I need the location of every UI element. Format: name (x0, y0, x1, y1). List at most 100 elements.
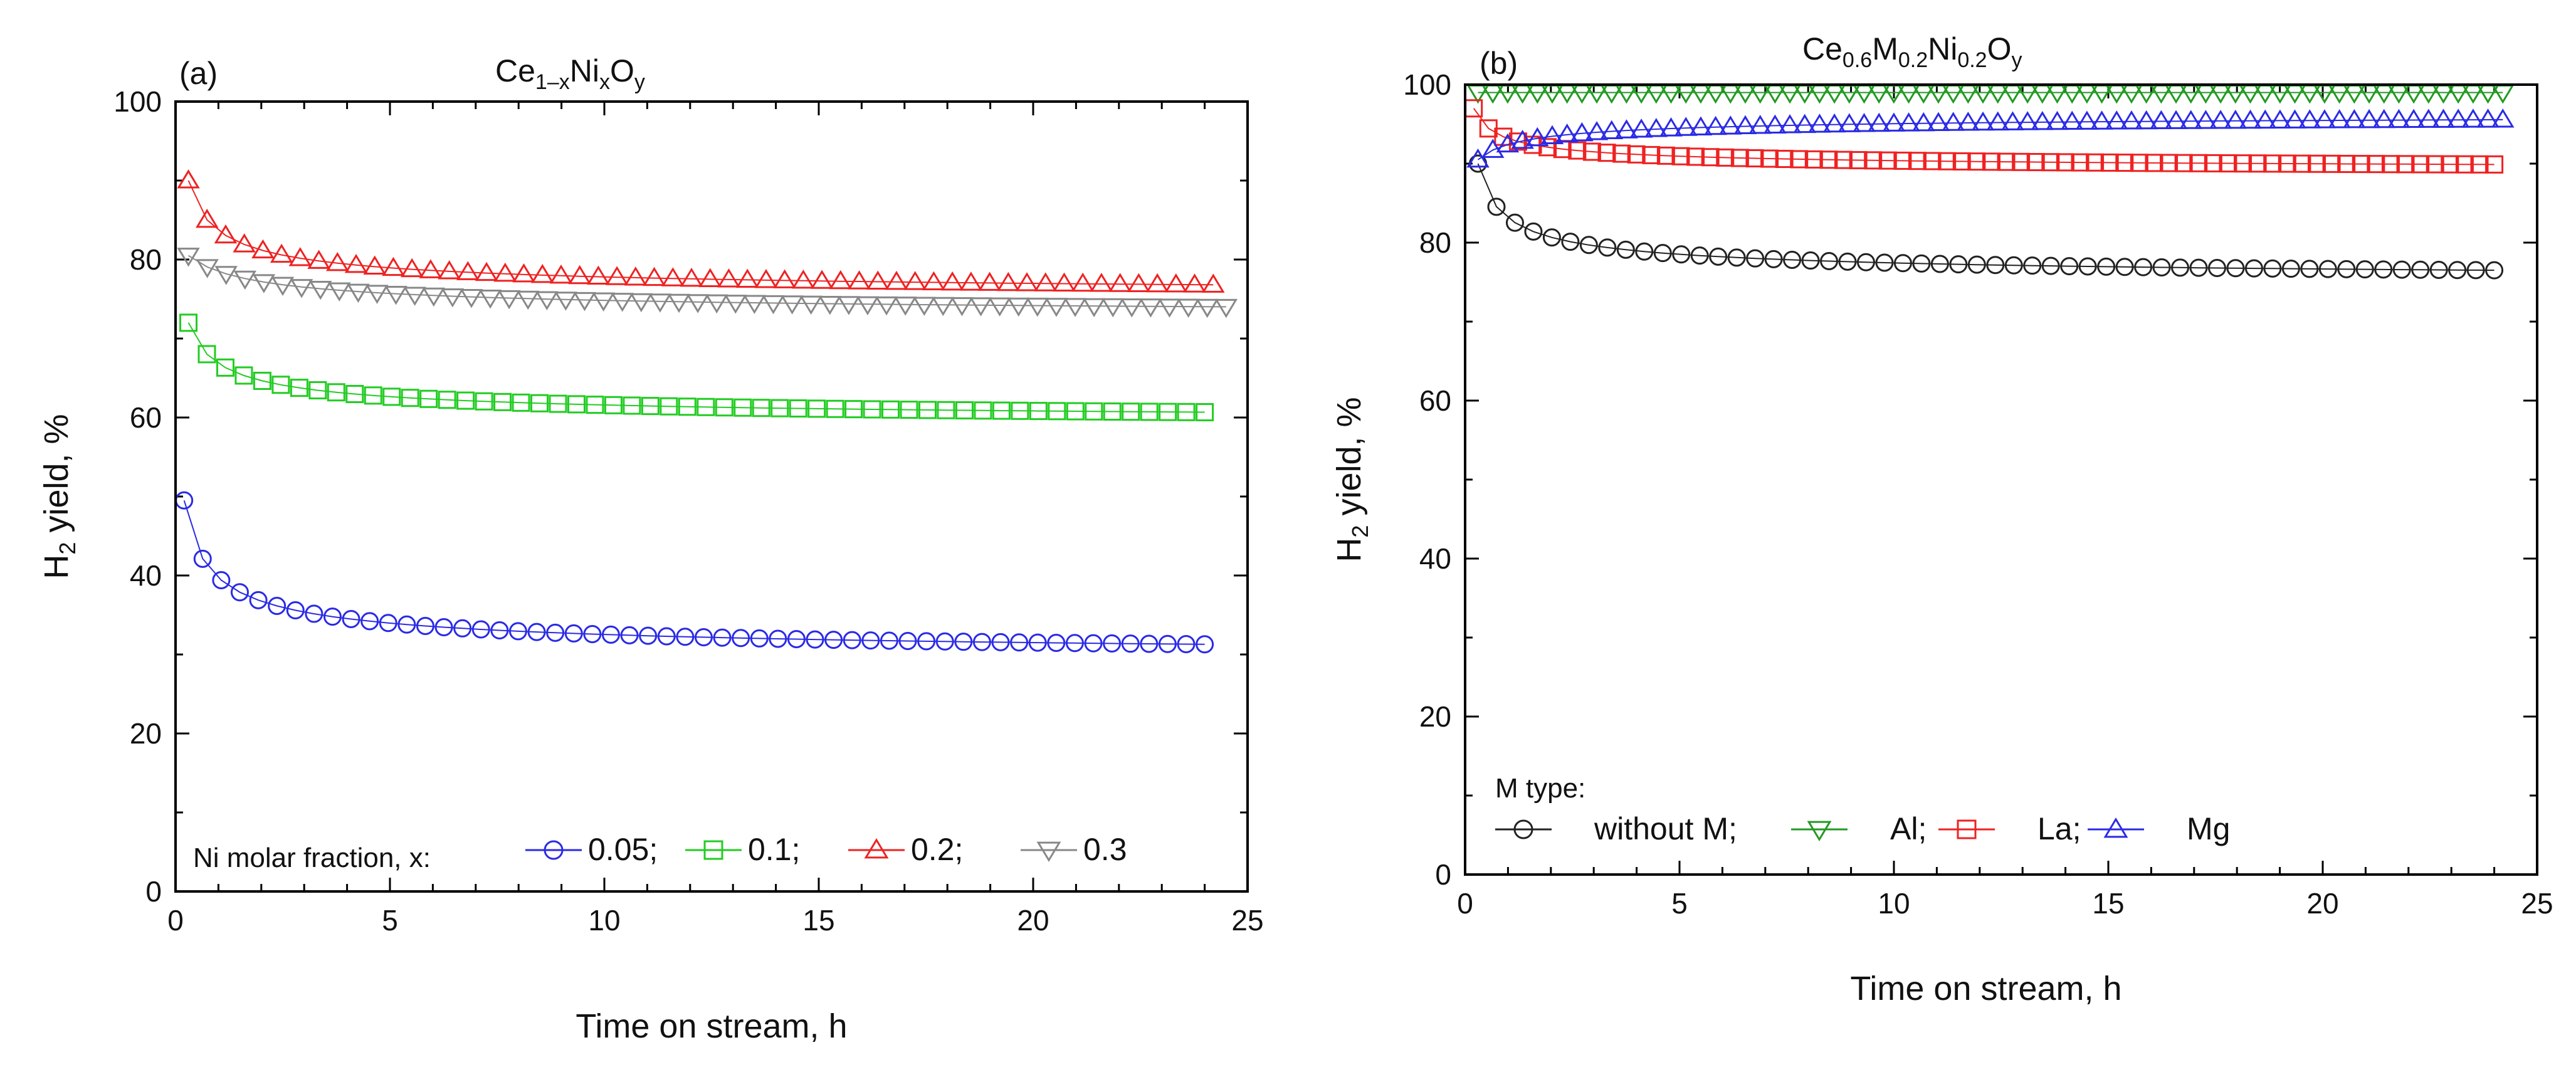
panel-b-data-point (2086, 153, 2105, 172)
panel-b-y-tick-label: 40 (1419, 542, 1451, 575)
panel-a-data-point (568, 265, 591, 285)
panel-a-data-point (587, 265, 610, 285)
panel-a-data-point (1177, 298, 1200, 318)
panel-b-data-point (1748, 115, 1772, 134)
panel-a-data-point (214, 224, 238, 244)
panel-b-data-point (2298, 109, 2321, 129)
panel-a-data-point (1183, 273, 1206, 293)
panel-a-data-point (1140, 634, 1159, 653)
panel-a-data-point (271, 276, 295, 297)
panel-b-data-point (1834, 150, 1853, 169)
panel-b-data-point (1616, 240, 1635, 259)
panel-b-data-point (1582, 142, 1601, 161)
panel-a-data-point (1011, 401, 1029, 420)
panel-a-data-point (799, 295, 823, 315)
panel-a-data-point (1164, 273, 1188, 293)
panel-b-data-point (2355, 260, 2374, 279)
panel-b-series-line (1477, 118, 2503, 160)
panel-b-data-point (2090, 110, 2113, 130)
panel-b-x-axis-title: Time on stream, h (1850, 970, 2121, 1007)
panel-a-data-point (549, 264, 573, 284)
panel-a-data-point (328, 282, 351, 302)
panel-b-data-point (2253, 109, 2277, 129)
panel-b-data-point (1793, 113, 1816, 134)
panel-b-data-point (1822, 113, 1846, 133)
panel-b-legend: without M; Al; La; Mg (1495, 811, 2230, 846)
panel-a-chart: 0 5 10 15 20 25 0 20 40 60 80 100 (a) Ce1–xNixOy Ti… (38, 53, 1264, 1045)
panel-a-data-point (1053, 272, 1076, 292)
panel-b-data-point (1971, 111, 1995, 131)
panel-b-data-point (1487, 197, 1506, 216)
panel-a-data-point (605, 266, 629, 285)
panel-a-data-point (1214, 298, 1238, 318)
panel-a-data-point (856, 296, 880, 315)
panel-a-data-point (623, 396, 641, 415)
panel-b-data-point (2300, 260, 2319, 278)
panel-a-data-point (770, 399, 789, 418)
panel-b-title: Ce0.6M0.2Ni0.2Oy (1802, 31, 2022, 72)
panel-a-data-point (1196, 298, 1219, 318)
panel-a-data-point (1010, 633, 1029, 652)
panel-b-data-point (2164, 110, 2188, 129)
panel-a-data-point (762, 295, 785, 315)
panel-a-data-point (234, 366, 253, 385)
panel-a-data-point (327, 383, 345, 402)
panel-a-data-point (493, 392, 512, 411)
panel-b-data-point (2387, 108, 2410, 129)
panel-b-data-point (2226, 259, 2245, 278)
panel-a-data-point (1177, 402, 1196, 421)
panel-b-legend-marker (2103, 817, 2128, 838)
panel-a-data-point (419, 389, 438, 408)
panel-b-data-point (1867, 112, 1891, 132)
panel-b-data-point (1629, 118, 1653, 138)
panel-b-data-point (1570, 122, 1594, 142)
panel-b-data-point (1893, 151, 1912, 170)
panel-b-data-point (2318, 260, 2337, 278)
panel-a-data-point (475, 392, 493, 411)
panel-a-data-point (197, 345, 216, 364)
panel-b-data-point (1674, 117, 1698, 136)
panel-b-data-point (2060, 257, 2079, 276)
panel-a-data-point (893, 297, 917, 316)
panel-a-data-point (639, 626, 658, 645)
panel-a-data-point (1127, 273, 1150, 292)
panel-a-data-point (918, 401, 937, 419)
panel-b-data-point (2402, 108, 2426, 129)
panel-b-data-point (1730, 149, 1749, 167)
panel-a-data-point (713, 628, 732, 647)
panel-b-data-point (1635, 242, 1654, 261)
panel-b-data-point (1642, 145, 1661, 164)
panel-a-data-point (932, 297, 955, 317)
panel-a-y-axis-title: H2 yield, % (38, 414, 80, 579)
panel-b-data-point (2174, 154, 2193, 172)
panel-a-data-point (940, 271, 964, 291)
panel-b-data-point (1927, 112, 1950, 132)
panel-a-data-point (434, 617, 453, 636)
panel-b-data-point (1494, 127, 1513, 146)
panel-a-data-point (290, 379, 308, 397)
panel-a-data-point (531, 264, 554, 283)
panel-a-data-point (249, 591, 268, 609)
panel-b-data-point (1656, 146, 1675, 165)
panel-a-data-point (527, 623, 546, 641)
panel-a-data-point (419, 259, 443, 278)
panel-b-data-point (1524, 222, 1543, 241)
panel-b-legend-label: without M; (1594, 811, 1737, 846)
panel-a-x-tick-label: 10 (588, 904, 620, 937)
panel-b-data-point (2023, 256, 2042, 275)
panel-a-data-point (196, 259, 219, 278)
panel-a-data-point (1029, 402, 1048, 421)
panel-a-data-point (620, 626, 639, 644)
panel-a-data-point (1103, 402, 1122, 421)
panel-a-series-line (187, 322, 1205, 413)
panel-a-legend-label: 0.2; (911, 832, 963, 867)
panel-a-data-point (781, 295, 804, 315)
panel-b-data-point (2071, 153, 2090, 172)
panel-b-data-point (1986, 256, 2005, 275)
panel-b-data-point (1615, 119, 1638, 139)
panel-b-data-point (1746, 249, 1765, 268)
panel-a-data-point (1082, 298, 1106, 317)
panel-b-data-point (1790, 150, 1809, 169)
panel-a-data-point (601, 625, 620, 644)
panel-a-data-point (251, 239, 275, 259)
